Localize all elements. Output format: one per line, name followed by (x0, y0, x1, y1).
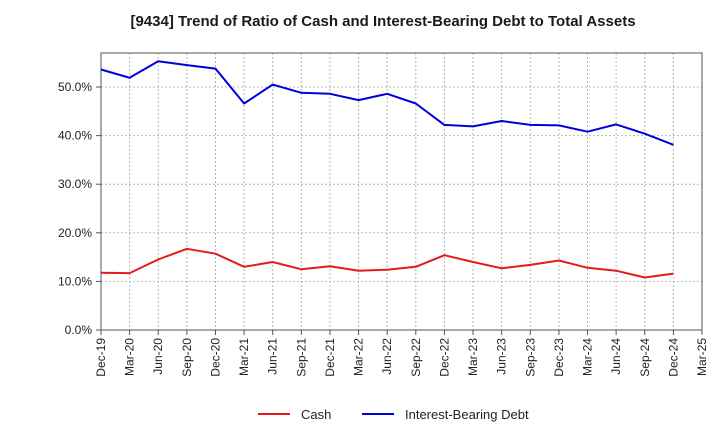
y-tick-label: 20.0% (58, 226, 92, 240)
x-tick-label: Dec-20 (208, 338, 222, 377)
legend: Cash Interest-Bearing Debt (258, 407, 529, 422)
x-tick-label: Jun-20 (151, 338, 165, 375)
x-tick-label: Mar-22 (352, 338, 366, 376)
x-axis: Dec-19 Mar-20 Jun-20 Sep-20 Dec-20 Mar-21 Jun-… (94, 330, 709, 377)
x-tick-label: Mar-24 (581, 338, 595, 376)
legend-label-cash: Cash (301, 407, 331, 422)
x-tick-label: Mar-20 (123, 338, 137, 376)
x-tick-label: Dec-19 (94, 338, 108, 377)
y-tick-label: 30.0% (58, 177, 92, 191)
series-lines (100, 60, 674, 279)
plot-frame (100, 52, 703, 331)
y-tick-label: 0.0% (65, 323, 93, 337)
x-tick-label: Sep-21 (294, 338, 308, 377)
y-axis: 0.0% 10.0% 20.0% 30.0% 40.0% 50.0% (58, 80, 101, 337)
x-tick-label: Jun-23 (495, 338, 509, 375)
legend-label-interest-bearing-debt: Interest-Bearing Debt (405, 407, 529, 422)
chart-title: [9434] Trend of Ratio of Cash and Intere… (130, 13, 635, 30)
x-tick-label: Mar-25 (695, 338, 709, 376)
x-tick-label: Sep-20 (180, 338, 194, 377)
series-line-interest-bearing-debt (100, 60, 674, 146)
x-tick-label: Dec-21 (323, 338, 337, 377)
x-tick-label: Sep-22 (409, 338, 423, 377)
x-tick-label: Jun-24 (609, 338, 623, 375)
x-tick-label: Dec-22 (437, 338, 451, 377)
y-tick-label: 50.0% (58, 80, 92, 94)
plot-area-border (100, 52, 703, 331)
x-tick-label: Dec-24 (666, 338, 680, 377)
x-tick-label: Jun-22 (380, 338, 394, 375)
x-tick-label: Dec-23 (552, 338, 566, 377)
y-tick-label: 10.0% (58, 274, 92, 288)
x-tick-label: Mar-21 (237, 338, 251, 376)
y-tick-label: 40.0% (58, 129, 92, 143)
x-tick-label: Sep-23 (523, 338, 537, 377)
x-tick-label: Sep-24 (638, 338, 652, 377)
series-line-cash (100, 247, 674, 279)
x-tick-label: Mar-23 (466, 338, 480, 376)
x-tick-label: Jun-21 (266, 338, 280, 375)
grid (101, 53, 702, 330)
